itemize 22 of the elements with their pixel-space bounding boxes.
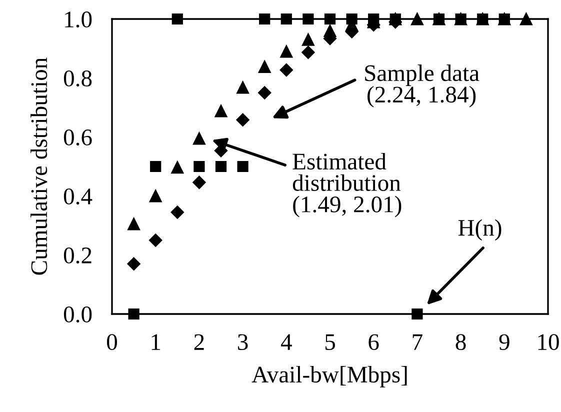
x-tick-label: 4 <box>280 334 292 350</box>
x-tick-label: 5 <box>325 334 335 350</box>
y-tick-label: 0.8 <box>64 70 92 87</box>
y-tick-label: 0.6 <box>64 129 92 146</box>
y-tick-label: 0.2 <box>64 247 92 264</box>
x-tick-label: 1 <box>152 334 160 350</box>
x-tick-label: 10 <box>538 334 559 350</box>
x-tick-label: 8 <box>456 334 466 350</box>
x-tick-label: 0 <box>106 334 118 350</box>
x-tick-label: 6 <box>368 334 379 350</box>
y-axis-title: Cumulative dstribution <box>30 58 48 275</box>
annotation: Sample data (2.24, 1.84) <box>365 64 480 108</box>
y-tick-label: 0.0 <box>64 306 92 323</box>
y-tick-label: 1.0 <box>65 11 92 28</box>
y-tick-label: 0.4 <box>64 188 92 205</box>
x-tick-label: 7 <box>412 334 422 350</box>
x-axis-title: Avail-bw[Mbps] <box>252 366 407 388</box>
x-tick-label: 3 <box>238 334 248 350</box>
x-tick-label: 2 <box>194 334 204 350</box>
annotation: H(n) <box>458 219 502 241</box>
x-tick-label: 9 <box>499 334 510 350</box>
annotation: Estimated distribution (1.49, 2.01) <box>292 152 402 218</box>
